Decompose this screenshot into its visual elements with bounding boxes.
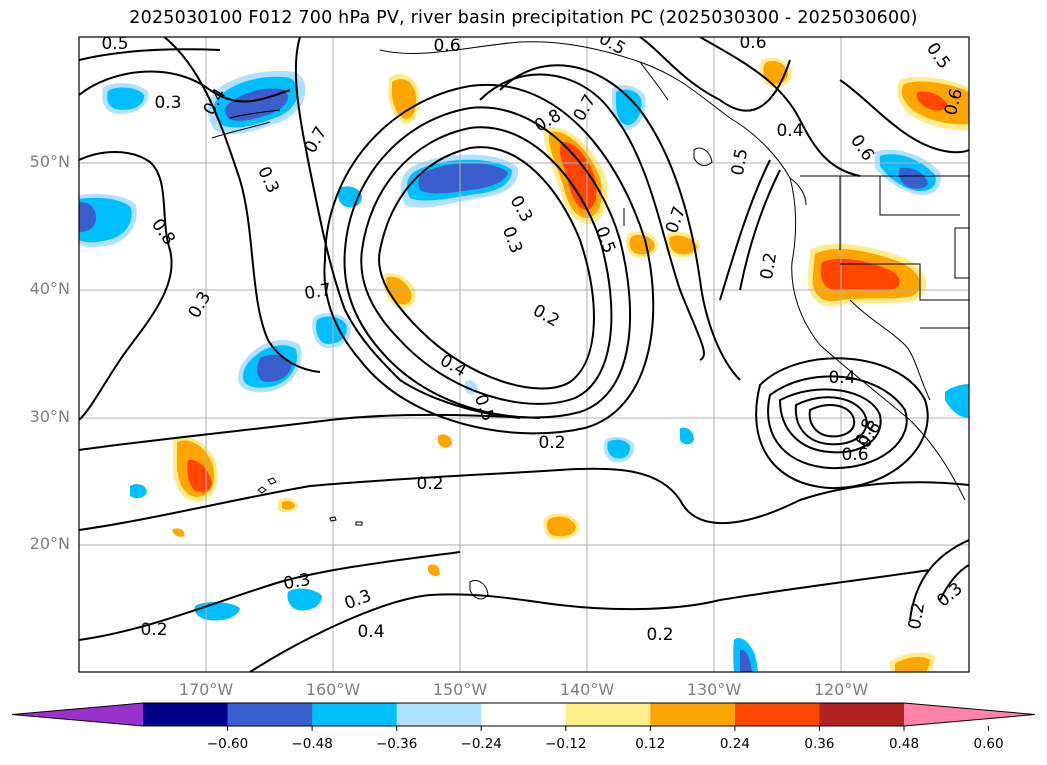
colorbar-tick-label: 0.24: [719, 736, 750, 752]
lon-label: 140°W: [559, 680, 615, 699]
lon-label: 130°W: [686, 680, 742, 699]
contour-label: 0.2: [646, 625, 673, 645]
contour-label: 0.6: [739, 33, 766, 53]
colorbar-segment: [481, 703, 567, 726]
colorbar-extend-high: [904, 703, 1035, 726]
lat-label: 30°N: [29, 407, 70, 426]
map-title: 2025030100 F012 700 hPa PV, river basin …: [129, 8, 918, 28]
colorbar-segment: [650, 703, 736, 726]
contour-label: 0.4: [357, 622, 384, 642]
colorbar-segment: [396, 703, 482, 726]
lat-label: 20°N: [29, 534, 70, 553]
lat-label: 40°N: [29, 279, 70, 298]
contour-label: 0.2: [905, 601, 929, 631]
colorbar-tick-label: 0.48: [888, 736, 920, 752]
colorbar-tick-label: −0.12: [545, 736, 587, 752]
colorbar-segment: [565, 703, 651, 726]
colorbar-tick-label: 0.36: [804, 736, 835, 752]
contour-label: 0.2: [416, 474, 443, 494]
colorbar-tick-label: 0.12: [635, 736, 666, 752]
contour-label: 0.6: [433, 36, 460, 56]
colorbar: [11, 702, 1036, 731]
colorbar-segment: [143, 703, 229, 726]
contour-label: 0.2: [140, 620, 167, 640]
lon-label: 170°W: [178, 680, 234, 699]
contour-label: 0.7: [303, 280, 333, 304]
colorbar-segment: [227, 703, 313, 726]
colorbar-tick-label: −0.48: [291, 736, 333, 752]
colorbar-segment: [734, 703, 820, 726]
map-area: 0.50.3 0.40.80.70.30.3 0.70.6 0.50.30.8 0.70…: [79, 33, 969, 672]
contour-label: 0.2: [757, 251, 781, 281]
contour-label: 0.5: [101, 34, 128, 54]
coastlines: [211, 41, 969, 600]
colorbar-tick-label: −0.60: [206, 736, 249, 752]
contour-label: 0.5: [728, 147, 752, 177]
lon-label: 120°W: [813, 680, 869, 699]
colorbar-tick-label: −0.36: [375, 736, 418, 752]
contour-label: 0.3: [282, 570, 312, 594]
colorbar-tick-label: −0.24: [460, 736, 502, 752]
colorbar-segment: [819, 703, 905, 726]
contour-label: 0.4: [776, 121, 803, 141]
contour-labels: 0.50.3 0.40.80.70.30.3 0.70.6 0.50.30.8 0.70…: [101, 33, 967, 645]
colorbar-extend-low: [12, 703, 143, 726]
colorbar-segment: [312, 703, 398, 726]
contour-label: 0.6: [841, 445, 868, 465]
graticule: [79, 37, 969, 672]
lon-label: 160°W: [305, 680, 361, 699]
contour-label: 0.4: [828, 368, 855, 388]
colorbar-tick-label: 0.60: [973, 736, 1004, 752]
lat-label: 50°N: [29, 152, 70, 171]
contour-label: 0.3: [154, 93, 181, 113]
lon-label: 150°W: [432, 680, 488, 699]
pv-contours: [79, 37, 969, 672]
contour-label: 0.2: [538, 433, 565, 453]
map-frame: [78, 36, 970, 673]
